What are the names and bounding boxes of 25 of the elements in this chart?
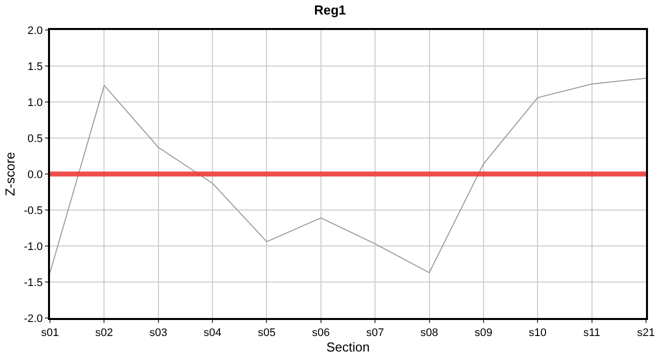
y-tick-label: 1.5 [28,60,43,73]
x-tick-label: s21 [637,327,655,340]
y-tick-label: 2.0 [28,24,43,37]
x-tick-label: s07 [366,327,384,340]
x-tick-label: s01 [41,327,59,340]
y-tick-label: 0.5 [28,132,43,145]
y-tick-label: -0.5 [24,204,43,217]
x-tick-label: s06 [312,327,330,340]
y-tick-label: 1.0 [28,96,43,109]
x-tick-label: s02 [95,327,114,340]
x-tick-label: s11 [583,327,600,340]
x-tick-label: s03 [149,327,168,340]
y-axis-title: Z-score [2,152,18,196]
y-tick-label: 0.0 [28,168,43,181]
chart-title: Reg1 [314,2,346,18]
x-tick-label: s09 [474,327,492,340]
y-tick-label: -1.0 [24,240,43,253]
x-axis-title: Section [326,339,370,354]
x-tick-label: s08 [420,327,438,340]
y-tick-label: -1.5 [24,276,43,289]
x-tick-label: s10 [528,327,547,340]
y-tick-label: -2.0 [24,312,43,325]
x-tick-label: s05 [258,327,276,340]
line-series [50,78,646,274]
x-tick-label: s04 [204,327,222,340]
